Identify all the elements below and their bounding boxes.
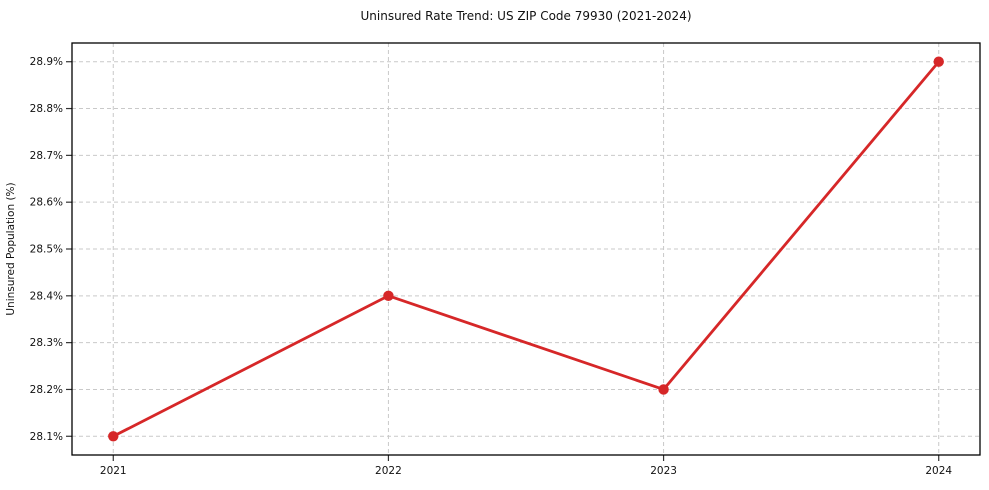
tick-layer: 28.1% 28.2% 28.3% 28.4% 28.5% 28.6% 28.7% 28.8%… — [30, 56, 953, 477]
y-axis-label: Uninsured Population (%) — [5, 182, 17, 315]
data-point — [108, 431, 119, 442]
y-tick-label: 28.9% — [30, 56, 63, 68]
y-tick-label: 28.7% — [30, 150, 63, 162]
y-tick-label: 28.5% — [30, 244, 63, 256]
grid-layer — [72, 43, 980, 455]
x-tick-label: 2024 — [925, 465, 952, 477]
x-tick-label: 2022 — [375, 465, 402, 477]
y-tick-label: 28.3% — [30, 337, 63, 349]
y-tick-label: 28.1% — [30, 431, 63, 443]
y-tick-label: 28.2% — [30, 384, 63, 396]
data-point — [658, 384, 669, 395]
x-tick-label: 2023 — [650, 465, 677, 477]
y-tick-label: 28.4% — [30, 290, 63, 302]
data-point — [383, 290, 394, 302]
y-tick-label: 28.8% — [30, 103, 63, 115]
trend-line — [111, 60, 941, 438]
plot-border — [71, 42, 981, 456]
data-point — [933, 56, 944, 67]
series-layer — [108, 56, 944, 442]
x-tick-label: 2021 — [100, 465, 127, 477]
y-tick-label: 28.6% — [30, 197, 63, 209]
chart-title: Uninsured Rate Trend: US ZIP Code 79930 … — [360, 9, 691, 23]
